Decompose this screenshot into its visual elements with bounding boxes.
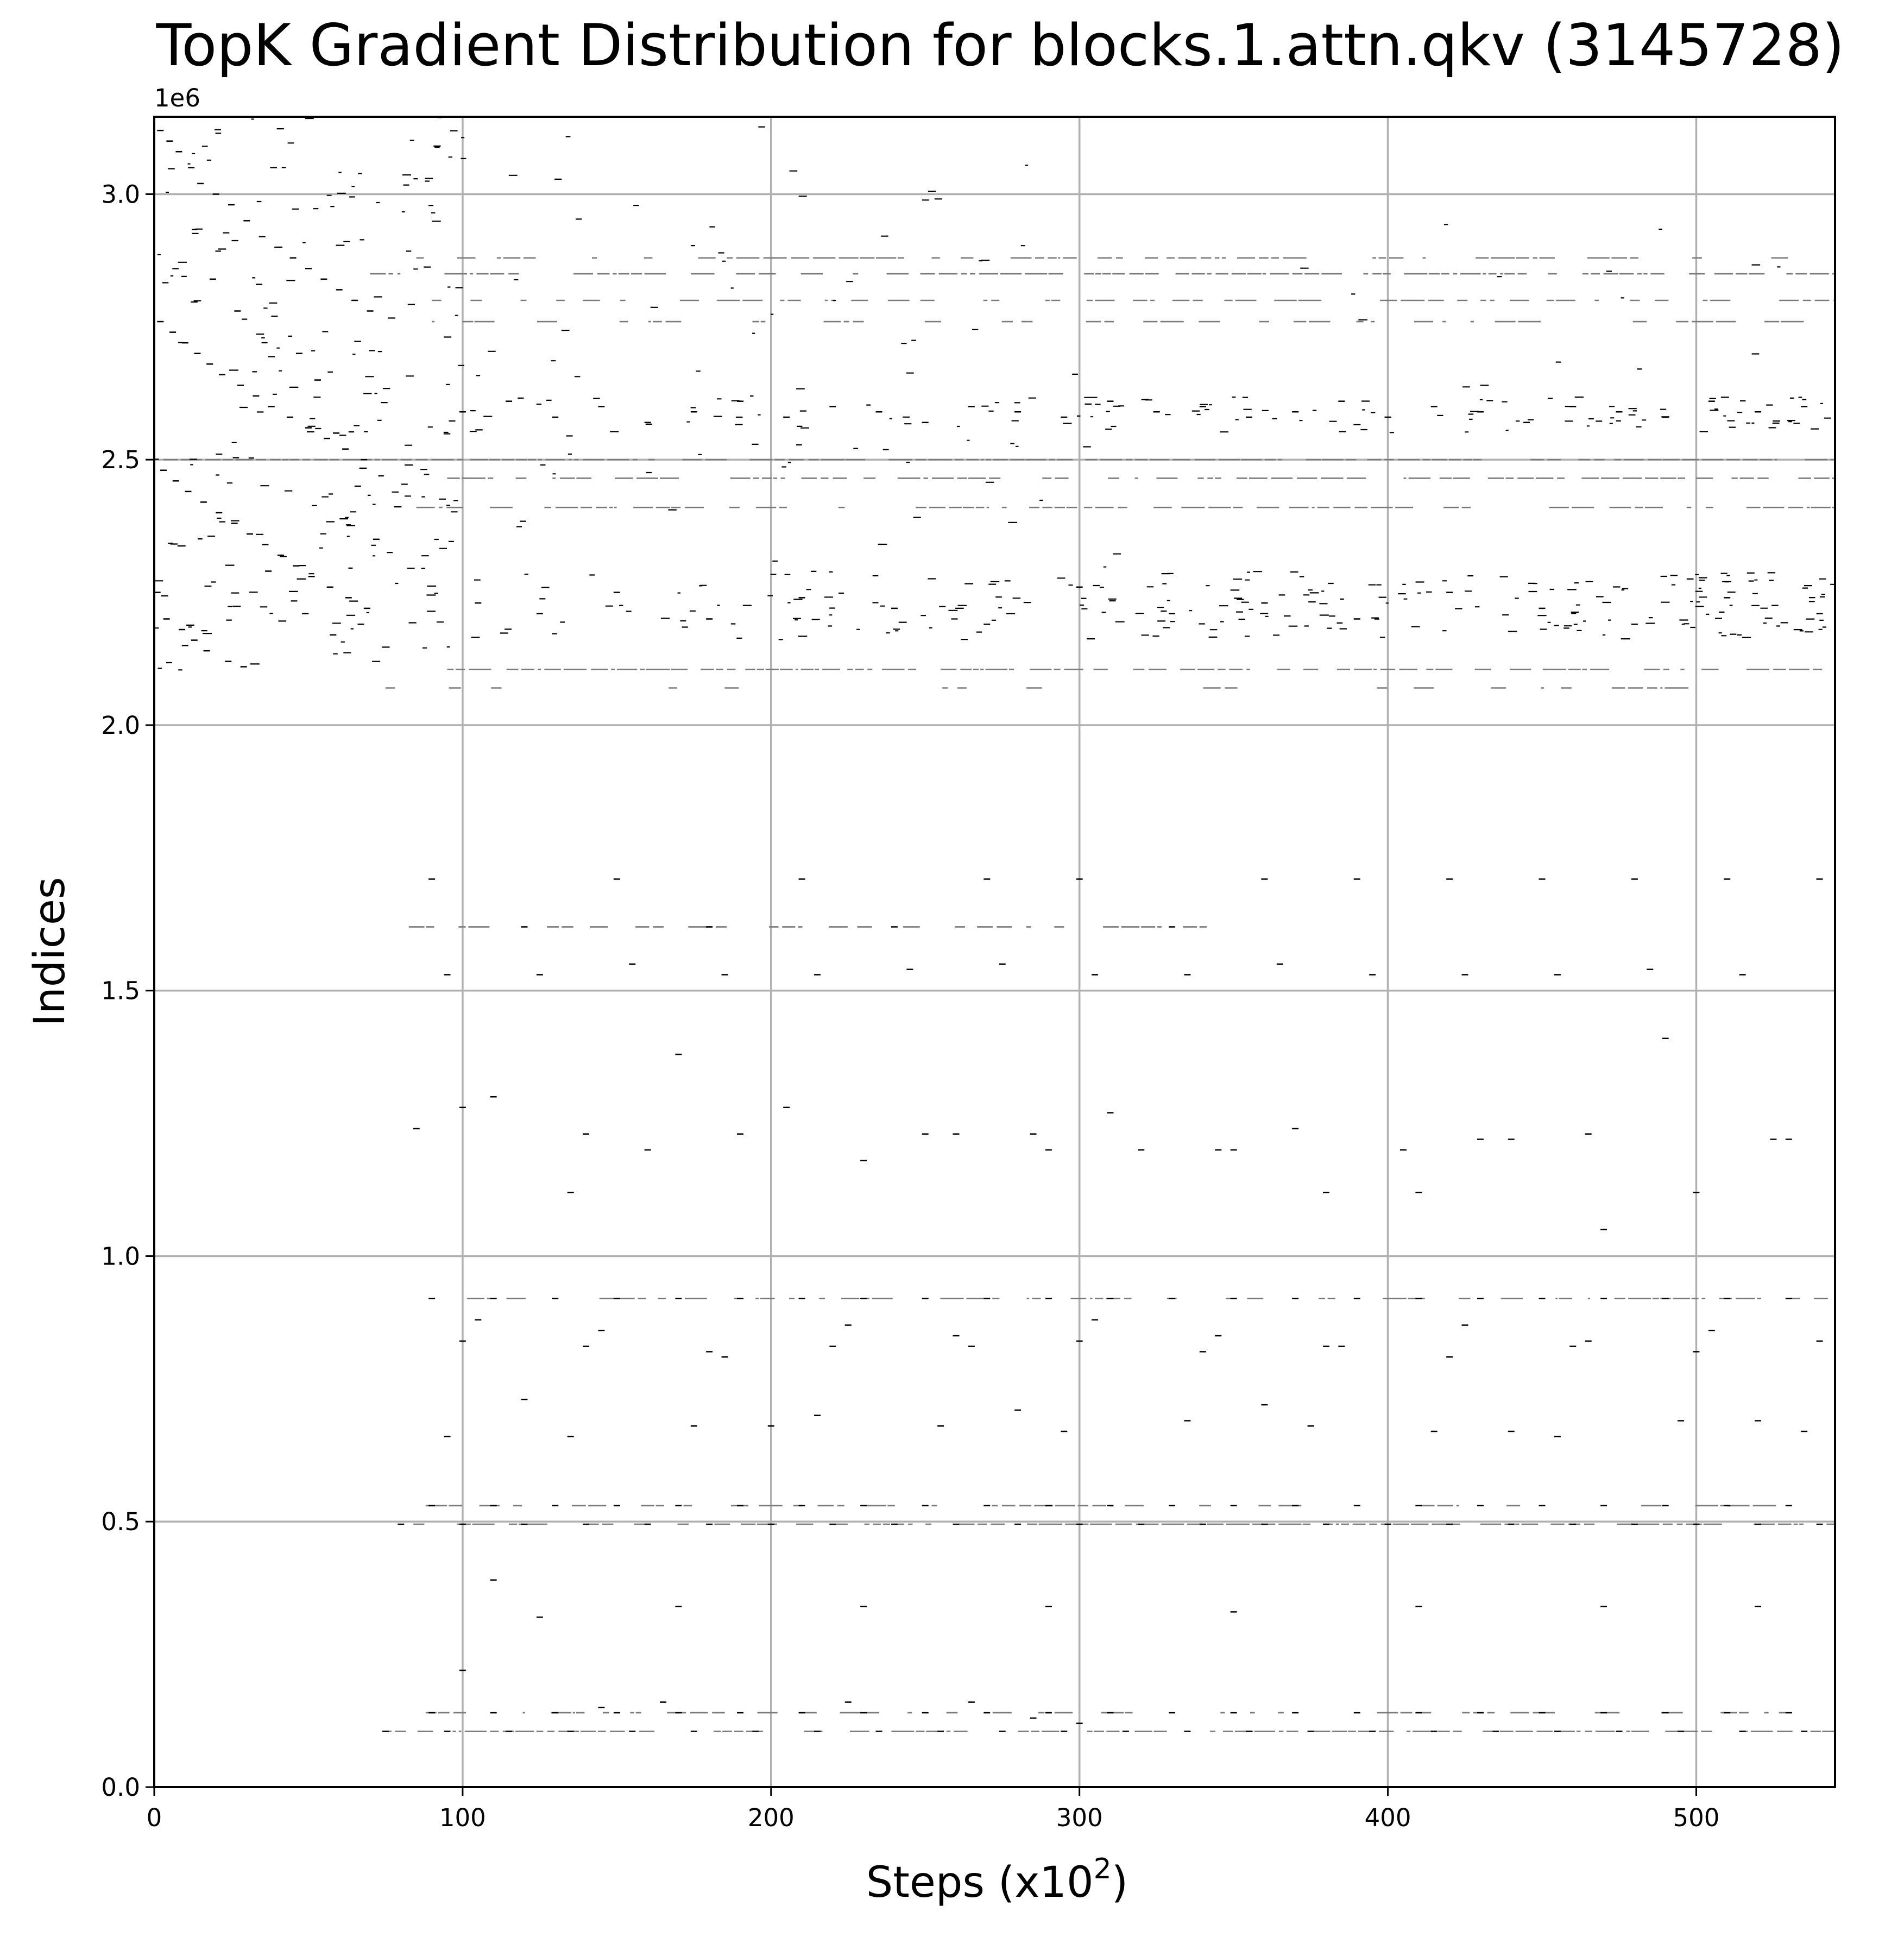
dense-region-marks bbox=[154, 117, 466, 671]
y-axis-label: Indices bbox=[26, 877, 74, 1026]
dense-region-marks bbox=[476, 126, 1078, 389]
x-axis-label-main: Steps (x10 bbox=[866, 1858, 1094, 1907]
plot-frame bbox=[153, 116, 1836, 1788]
dense-region-marks bbox=[516, 435, 1121, 568]
dense-region-marks bbox=[1084, 397, 1831, 433]
x-axis-label-superscript: 2 bbox=[1094, 1853, 1112, 1885]
dense-region-marks bbox=[1080, 571, 1836, 640]
x-tick-label: 400 bbox=[1365, 1803, 1411, 1832]
y-tick-label: 0.5 bbox=[101, 1507, 140, 1536]
data-marks bbox=[154, 117, 1836, 1732]
x-tick-label: 200 bbox=[748, 1803, 795, 1832]
y-axis-ticks: 0.0 0.5 1.0 1.5 2.0 2.5 3.0 bbox=[101, 180, 154, 1802]
chart-title: TopK Gradient Distribution for blocks.1.… bbox=[156, 12, 1845, 79]
x-tick-label: 100 bbox=[439, 1803, 486, 1832]
x-tick-label: 0 bbox=[147, 1803, 162, 1832]
y-tick-label: 0.0 bbox=[101, 1773, 140, 1802]
y-offset-label: 1e6 bbox=[154, 84, 200, 112]
dense-region-marks bbox=[471, 570, 1073, 640]
x-axis-label-suffix: ) bbox=[1112, 1858, 1128, 1907]
y-tick-label: 3.0 bbox=[101, 180, 140, 209]
y-tick-label: 2.0 bbox=[101, 711, 140, 740]
y-tick-label: 2.5 bbox=[101, 445, 140, 474]
y-tick-label: 1.0 bbox=[101, 1242, 140, 1271]
x-tick-label: 500 bbox=[1673, 1803, 1719, 1832]
dense-region-marks bbox=[469, 395, 1081, 432]
y-tick-label: 1.5 bbox=[101, 977, 140, 1005]
dense-region-marks bbox=[1300, 224, 1781, 388]
index-band-lines bbox=[163, 257, 1835, 1732]
x-axis-ticks: 0 100 200 300 400 500 bbox=[147, 1787, 1719, 1832]
x-axis-label: Steps (x102) bbox=[866, 1853, 1128, 1907]
x-tick-label: 300 bbox=[1056, 1803, 1103, 1832]
